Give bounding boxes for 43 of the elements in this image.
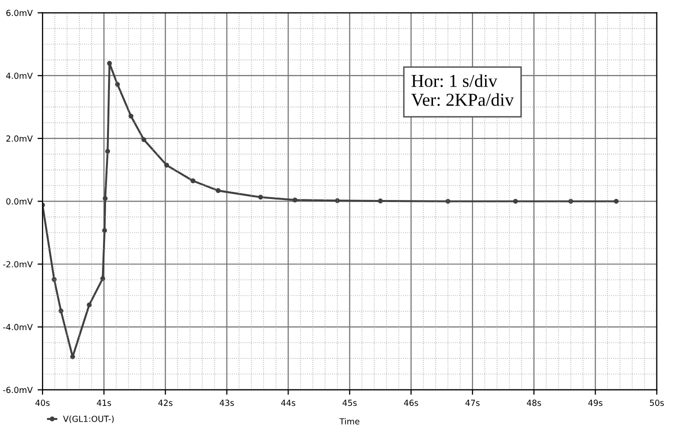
y-tick-label: -6.0mV	[3, 386, 33, 394]
point	[58, 308, 64, 314]
point	[446, 198, 450, 204]
point	[568, 198, 574, 204]
point	[164, 162, 170, 168]
point	[86, 302, 92, 308]
point	[70, 354, 76, 360]
point	[52, 277, 57, 282]
point	[102, 228, 107, 233]
point	[378, 198, 383, 204]
annotation: Hor: 1 s/div Ver: 2KPa/div	[411, 74, 514, 106]
point	[105, 148, 110, 154]
point	[102, 196, 108, 201]
x-tick-label: 40s	[35, 400, 50, 406]
point	[190, 178, 196, 184]
x-tick-label: 49s	[588, 400, 602, 406]
point	[100, 276, 106, 282]
y-tick-label: 2.0mV	[6, 135, 33, 142]
point	[334, 198, 340, 204]
x-tick-label: 44s	[281, 400, 296, 406]
x-tick-label: 47s	[465, 400, 480, 406]
y-tick-label: 4.0mV	[6, 72, 33, 79]
x-axis-title: Time	[339, 418, 360, 425]
point	[141, 137, 146, 142]
point	[216, 188, 221, 194]
x-tick-label: 42s	[158, 400, 172, 406]
x-tick-label: 46s	[404, 400, 418, 406]
point	[614, 198, 619, 204]
point	[513, 198, 518, 204]
x-tick-label: 43s	[220, 400, 234, 406]
y-tick-label: 0.0mV	[6, 198, 33, 205]
x-tick-label: 50s	[650, 400, 664, 406]
point	[128, 114, 134, 119]
point	[292, 198, 298, 202]
x-tick-label: 48s	[526, 400, 541, 406]
x-tick-label: 41s	[96, 400, 112, 406]
x-tick-label: 45s	[342, 400, 357, 406]
legend-label: V(GL1:OUT-)	[63, 416, 114, 423]
point	[107, 60, 112, 66]
y-tick-label: -2.0mV	[3, 261, 33, 268]
y-tick-label: -4.0mV	[3, 324, 33, 330]
y-tick-label: 6.0mV	[6, 10, 33, 16]
point	[258, 194, 264, 200]
